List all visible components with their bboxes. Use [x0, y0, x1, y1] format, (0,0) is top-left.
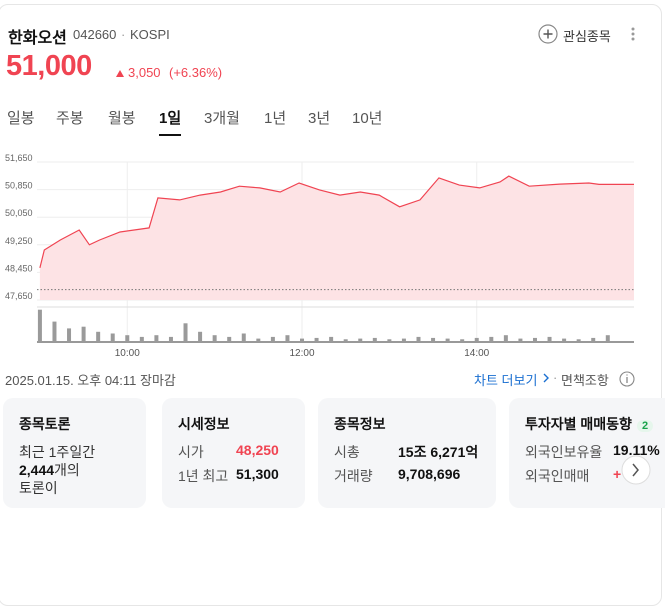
count-suffix: 개의 — [54, 462, 80, 478]
stock-name: 한화오션 — [8, 30, 67, 47]
separator: · — [553, 370, 558, 385]
row-value: 19.11% — [613, 442, 660, 458]
row-value: 48,250 — [236, 442, 279, 458]
period-tab[interactable]: 월봉 — [108, 110, 136, 127]
card-title: 종목토론 — [19, 416, 71, 432]
period-tab[interactable]: 1년 — [264, 110, 287, 127]
row-label: 시총 — [334, 444, 360, 460]
card-title: 투자자별 매매동향 2 — [525, 414, 654, 434]
disclaimer-link[interactable]: 면책조항 — [561, 373, 609, 388]
separator: · — [121, 27, 126, 42]
card-title: 종목정보 — [334, 416, 386, 432]
panel — [0, 4, 662, 606]
period-tab[interactable]: 3년 — [308, 110, 331, 127]
stock-code: 042660 — [73, 27, 117, 42]
watch-button[interactable]: 관심종목 — [563, 29, 611, 44]
info-card[interactable]: 투자자별 매매동향 2 외국인보유율 19.11% 외국인매매 + — [509, 398, 665, 508]
chart-more-link[interactable]: 차트 더보기 — [474, 373, 538, 388]
badge: 2 — [636, 420, 654, 432]
change-rate: (+6.36%) — [169, 65, 223, 80]
card-title: 시세정보 — [178, 416, 230, 432]
row-value: 15조 6,271억 — [398, 444, 479, 460]
count: 2,444 — [19, 462, 55, 478]
card-line: 최근 1주일간 — [19, 444, 96, 460]
market: KOSPI — [130, 27, 170, 42]
current-price: 51,000 — [6, 50, 92, 82]
card-line: 2,444개의 — [19, 460, 80, 480]
info-card[interactable]: 종목토론 최근 1주일간 2,444개의 토론이 — [3, 398, 146, 508]
row-value: + — [613, 466, 622, 482]
row-label: 시가 — [178, 444, 204, 460]
price-change: 3,050 — [128, 65, 161, 80]
period-tab[interactable]: 3개월 — [204, 110, 240, 127]
row-label: 1년 최고 — [178, 468, 229, 484]
row-value: 9,708,696 — [398, 466, 461, 482]
timestamp: 2025.01.15. 오후 04:11 장마감 — [5, 373, 176, 388]
row-value: 51,300 — [236, 466, 279, 482]
period-tab[interactable]: 1일 — [159, 107, 182, 136]
row-label: 외국인보유율 — [525, 444, 603, 460]
period-tab[interactable]: 10년 — [352, 110, 383, 127]
period-tab[interactable]: 일봉 — [7, 110, 35, 127]
row-label: 외국인매매 — [525, 468, 590, 484]
period-tab[interactable]: 주봉 — [56, 110, 84, 127]
page: {"header": {"name": "한화오션", "code": "042… — [0, 4, 662, 606]
row-label: 거래량 — [334, 468, 373, 484]
card-line: 토론이 — [19, 480, 58, 496]
